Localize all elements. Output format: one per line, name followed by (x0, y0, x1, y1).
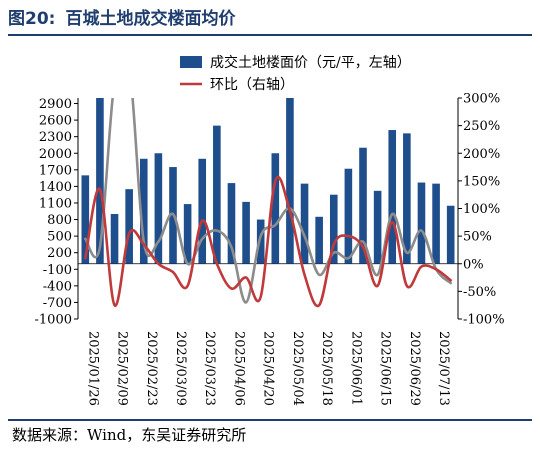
x-tick-label: 2025/05/04 (290, 331, 305, 406)
right-tick-label: -100% (463, 313, 505, 328)
bar (373, 190, 382, 264)
left-tick-label: -100 (43, 263, 72, 278)
bar (183, 204, 192, 264)
left-tick-label: 200 (47, 246, 72, 261)
source-note: 数据来源：Wind，东吴证券研究所 (12, 426, 247, 444)
figure-title-text: 百城土地成交楼面均价 (65, 9, 236, 29)
bar (432, 183, 440, 264)
right-tick-label: -50% (463, 285, 496, 300)
left-tick-label: 2000 (39, 147, 72, 162)
bar (139, 158, 148, 264)
legend-bar-swatch (180, 56, 202, 68)
bar (110, 214, 119, 264)
bar (81, 175, 90, 264)
x-tick-label: 2025/05/18 (319, 331, 334, 406)
bar (154, 153, 163, 264)
source-divider (8, 419, 532, 421)
chart-legend: 成交土地楼面价（元/平，左轴） 环比（右轴） (180, 54, 411, 93)
left-tick-label: 2900 (39, 97, 72, 112)
x-tick-label: 2025/06/15 (378, 331, 393, 406)
gray-line (84, 98, 452, 304)
bar (213, 125, 221, 264)
bar (446, 205, 455, 264)
legend-bar-label: 成交土地楼面价（元/平，左轴） (210, 54, 411, 71)
left-tick-label: 1700 (39, 163, 72, 178)
mom-line (84, 176, 452, 308)
left-tick-label: 1400 (39, 180, 72, 195)
left-tick-label: -700 (43, 296, 72, 311)
x-tick-label: 2025/06/29 (407, 331, 422, 406)
x-tick-label: 2025/02/09 (115, 331, 130, 406)
x-tick-label: 2025/03/09 (173, 331, 188, 406)
left-tick-label: -1000 (35, 313, 72, 328)
bar (271, 153, 280, 264)
figure-number: 图20: (8, 9, 56, 29)
figure-title: 图20: 百城土地成交楼面均价 (8, 6, 235, 32)
bar (388, 130, 397, 264)
title-divider (8, 34, 532, 36)
x-tick-label: 2025/04/06 (231, 331, 246, 406)
x-tick-label: 2025/03/23 (202, 331, 217, 406)
bar-series (81, 98, 455, 264)
bar (198, 158, 207, 264)
left-tick-label: 2300 (39, 130, 72, 145)
legend-line-label: 环比（右轴） (210, 77, 294, 93)
x-tick-label: 2025/02/23 (144, 331, 159, 406)
right-tick-label: 100% (463, 202, 500, 217)
left-tick-label: -400 (43, 279, 72, 294)
bar (417, 182, 426, 264)
bar (227, 183, 236, 264)
right-tick-label: 300% (463, 92, 500, 107)
left-tick-label: 2600 (39, 114, 72, 129)
x-tick-label: 2025/01/26 (85, 331, 100, 406)
x-tick-label: 2025/04/20 (261, 331, 276, 406)
x-tick-label: 2025/07/13 (436, 331, 451, 406)
bar (286, 98, 294, 264)
bar (329, 194, 338, 264)
x-tick-label: 2025/06/01 (348, 331, 363, 406)
bar (242, 201, 250, 264)
bar (300, 183, 309, 264)
right-tick-label: 250% (463, 119, 500, 134)
bar (125, 189, 133, 264)
right-tick-label: 150% (463, 174, 500, 189)
left-tick-label: 500 (47, 230, 72, 245)
bar (256, 219, 265, 264)
right-tick-label: 200% (463, 147, 500, 162)
bar (96, 98, 104, 264)
bar (315, 216, 323, 264)
bar (403, 133, 411, 264)
left-tick-label: 800 (47, 213, 72, 228)
right-tick-label: 0% (463, 257, 484, 272)
bar (359, 147, 367, 264)
right-tick-label: 50% (463, 230, 492, 245)
line-series (84, 98, 452, 308)
left-tick-label: 1100 (39, 196, 72, 211)
bar (344, 168, 353, 264)
